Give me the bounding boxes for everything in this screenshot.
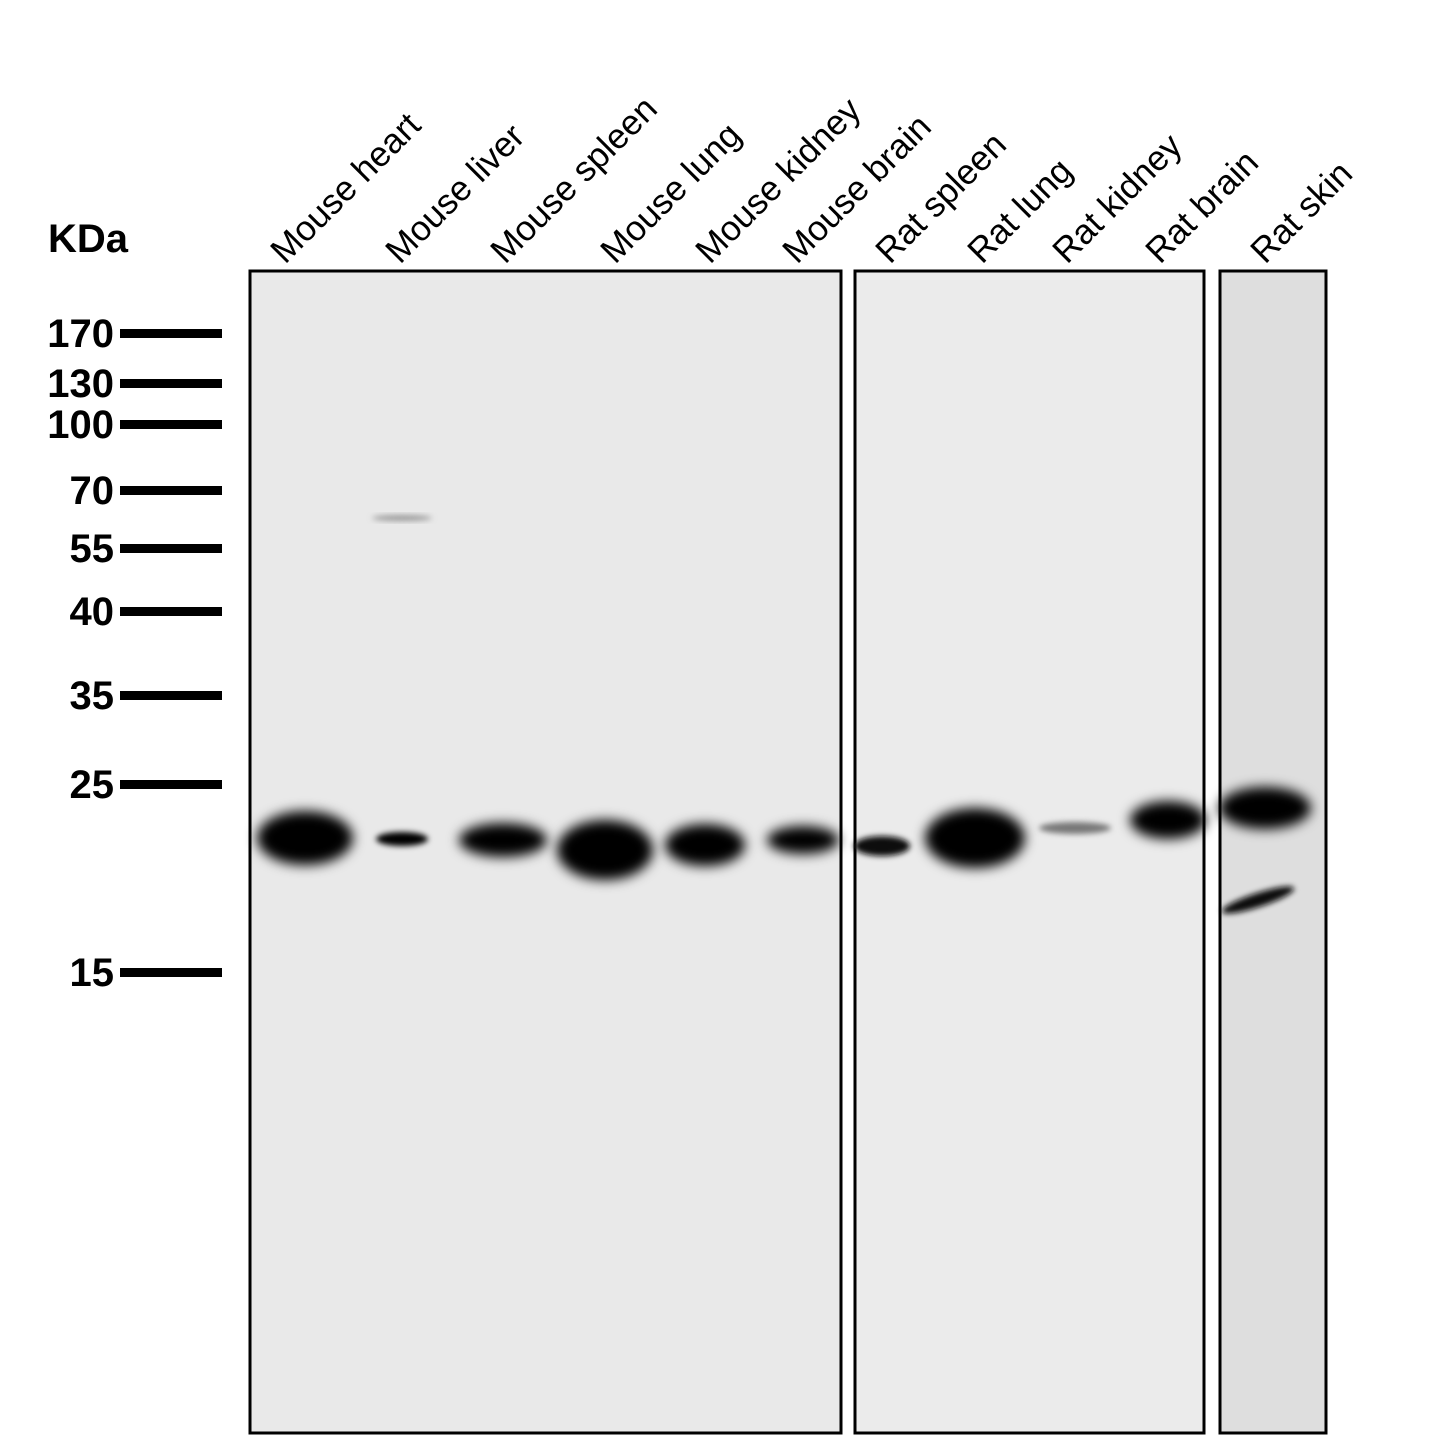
band: [665, 824, 745, 866]
marker-label: 40: [70, 590, 115, 634]
marker-label: 70: [70, 469, 115, 513]
bands: [257, 515, 1311, 914]
marker-bar: [120, 486, 222, 495]
band: [1130, 801, 1206, 839]
marker-bar: [120, 968, 222, 977]
marker-label: 15: [70, 951, 115, 995]
unit-label: KDa: [48, 217, 129, 261]
blot-panel: [1218, 269, 1328, 1435]
band: [459, 823, 547, 857]
marker-bar: [120, 420, 222, 429]
band: [767, 826, 839, 854]
marker-label: 170: [47, 312, 114, 356]
band: [854, 836, 910, 856]
marker-label: 25: [70, 763, 115, 807]
band: [257, 811, 353, 865]
band: [925, 808, 1025, 868]
marker-bar: [120, 329, 222, 338]
marker-bar: [120, 544, 222, 553]
marker-bar: [120, 691, 222, 700]
marker-bar: [120, 607, 222, 616]
blot-panel: [853, 269, 1206, 1435]
marker-label: 100: [47, 403, 114, 447]
marker-label: 55: [70, 527, 115, 571]
band: [372, 515, 432, 521]
marker-bar: [120, 780, 222, 789]
band: [1221, 886, 1295, 914]
band: [1039, 822, 1111, 834]
band: [376, 832, 428, 846]
band: [1219, 787, 1311, 829]
marker-label: 130: [47, 362, 114, 406]
marker-bar: [120, 379, 222, 388]
marker-label: 35: [70, 674, 115, 718]
band: [557, 820, 653, 880]
